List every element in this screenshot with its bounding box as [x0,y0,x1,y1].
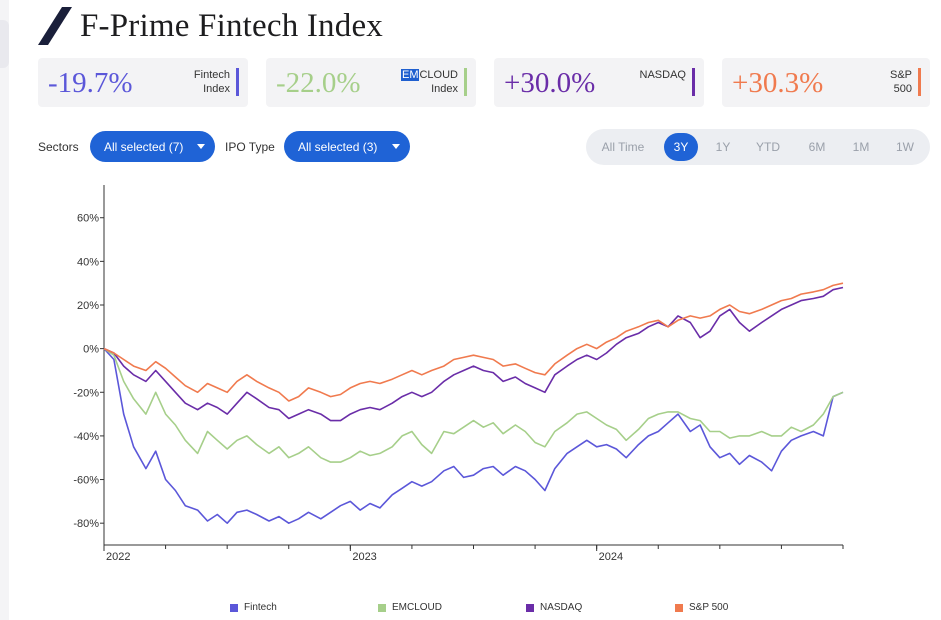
stat-color-bar-nasdaq [692,68,695,96]
stat-color-bar-emcloud [464,68,467,96]
legend-label: EMCLOUD [392,602,443,613]
series-line-fintech [103,348,844,524]
legend-swatch [526,603,534,612]
chevron-down-icon [197,144,205,149]
stat-color-bar-sp500 [918,68,921,96]
legend-label: S&P 500 [689,602,729,613]
legend-item-sp500[interactable]: S&P 500 [675,602,728,613]
stat-label-line2: 500 [893,83,912,95]
series-line-nasdaq [103,286,844,422]
chevron-down-icon [392,144,400,149]
stat-label-line1: Fintech [193,69,230,81]
stat-label-line2: Index [203,83,230,95]
x-tick-label: 2024 [599,551,623,563]
range-3y[interactable]: 3Y [664,133,698,161]
series-line-s-p-500 [103,282,844,402]
stat-value-nasdaq: +30.0% [504,67,596,99]
page-header: F-Prime Fintech Index [38,6,383,46]
stat-value-sp500: +30.3% [732,67,824,99]
sectors-dropdown-value: All selected (7) [104,139,184,154]
legend-swatch [230,603,238,612]
stat-label-nasdaq: NASDAQ [640,68,686,82]
stat-label-line2: Index [431,83,458,95]
series-line-emcloud [103,347,844,463]
y-tick-label: 40% [77,256,99,268]
y-tick-label: -20% [73,387,99,399]
ipo-type-dropdown[interactable]: All selected (3) [284,131,410,162]
stat-card-fintech: -19.7% Fintech Index [38,58,248,107]
legend-label: NASDAQ [540,602,583,613]
stat-label-fintech: Fintech Index [194,68,230,96]
legend-item-fintech[interactable]: Fintech [230,602,277,613]
range-1y[interactable]: 1Y [715,140,731,154]
legend-item-emcloud[interactable]: EMCLOUD [378,602,442,613]
y-tick-label: -60% [73,475,99,487]
stat-color-bar-fintech [236,68,239,96]
time-range-selector: All Time 3Y 1Y YTD 6M 1M 1W [586,129,930,165]
x-tick-label: 2022 [106,551,130,563]
range-1w[interactable]: 1W [896,140,914,154]
legend-label: Fintech [244,602,277,613]
y-tick-label: 0% [83,344,99,356]
stat-value-fintech: -19.7% [48,67,133,99]
ipo-type-label: IPO Type [225,140,275,154]
stat-label-sp500: S&P 500 [890,68,912,96]
x-tick-label: 2023 [352,551,376,563]
stat-label-line1: NASDAQ [639,69,686,81]
y-tick-label: 60% [77,213,99,225]
page-title: F-Prime Fintech Index [80,7,383,44]
ipo-type-dropdown-value: All selected (3) [298,139,378,154]
stat-card-emcloud: -22.0% EMCLOUD Index [266,58,476,107]
y-tick-label: -80% [73,518,99,530]
y-tick-label: 20% [77,300,99,312]
stat-label-line1: CLOUD [419,69,458,81]
left-panel-edge [0,0,9,620]
stat-label-line1: S&P [889,69,912,81]
stat-value-emcloud: -22.0% [276,67,361,99]
range-all-time[interactable]: All Time [601,140,645,154]
range-1m[interactable]: 1M [852,140,870,154]
stat-card-nasdaq: +30.0% NASDAQ [494,58,704,107]
left-panel-handle [0,20,9,68]
stat-label-highlight: EM [400,69,420,81]
sectors-label: Sectors [38,140,79,154]
range-ytd[interactable]: YTD [756,140,780,154]
stat-card-sp500: +30.3% S&P 500 [722,58,930,107]
legend-swatch [675,603,683,612]
y-tick-label: -40% [73,431,99,443]
sectors-dropdown[interactable]: All selected (7) [90,131,215,162]
legend-item-nasdaq[interactable]: NASDAQ [526,602,582,613]
stat-label-emcloud: EMCLOUD Index [400,68,458,96]
slash-logo-icon [38,7,72,45]
legend-swatch [378,603,386,612]
range-6m[interactable]: 6M [808,140,826,154]
